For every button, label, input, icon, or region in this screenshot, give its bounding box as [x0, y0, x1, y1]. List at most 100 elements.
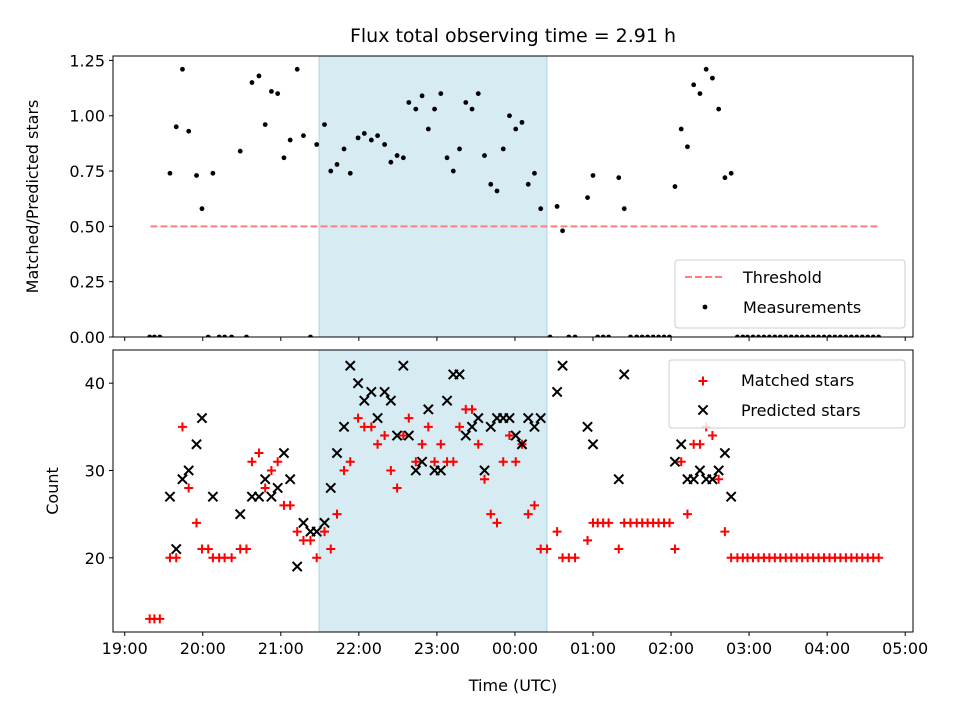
- measurement-point: [157, 334, 163, 337]
- matched-stars-point: [720, 527, 730, 537]
- measurement-point: [237, 148, 243, 154]
- predicted-stars-point: [454, 369, 465, 380]
- predicted-stars-point: [372, 412, 383, 424]
- matched-stars-point: [467, 404, 477, 414]
- predicted-stars-point: [719, 447, 731, 459]
- matched-stars-point: [398, 431, 408, 441]
- matched-stars-point: [411, 457, 421, 467]
- matched-stars-point: [714, 474, 724, 484]
- measurement-point: [382, 142, 388, 147]
- measurement-point: [249, 80, 255, 85]
- measurement-point: [865, 334, 871, 337]
- legend-box: [668, 359, 906, 429]
- bottom-panel: 20 30 40 19:00 20:00 21:00 22:00 23:00 00:00 01:0…: [43, 349, 928, 695]
- predicted-stars-point: [338, 421, 350, 433]
- xtick-label: 02:00: [648, 639, 694, 658]
- measurement-point: [766, 334, 772, 337]
- top-ytick-label: 1.25: [69, 51, 105, 70]
- measurement-point: [469, 106, 475, 112]
- measurement-point: [328, 168, 334, 174]
- measurement-point: [275, 91, 281, 97]
- predicted-stars-point: [435, 465, 447, 476]
- xtick-label: 04:00: [804, 639, 850, 658]
- predicted-stars-point: [183, 465, 195, 476]
- measurement-point: [532, 170, 537, 176]
- predicted-stars-point: [391, 430, 403, 441]
- measurement-point: [816, 334, 821, 337]
- measurement-point: [394, 153, 400, 158]
- predicted-stars-point: [529, 421, 540, 433]
- matched-stars-point: [695, 439, 705, 449]
- predicted-stars-point: [466, 421, 478, 433]
- legend-measurements-label: Measurements: [743, 298, 861, 317]
- measurement-point: [722, 175, 728, 181]
- measurement-point: [678, 126, 684, 132]
- matched-stars-point: [373, 439, 383, 449]
- measurement-point: [716, 106, 722, 112]
- predicted-stars-point: [298, 517, 309, 529]
- measurement-point: [180, 66, 185, 72]
- matched-stars-point: [523, 509, 533, 519]
- predicted-stars-point: [191, 438, 202, 450]
- measurement-point: [745, 334, 750, 337]
- top-data: [147, 66, 882, 337]
- measurement-point: [419, 93, 425, 99]
- matched-stars-point: [345, 457, 355, 467]
- matched-stars-point: [604, 518, 614, 528]
- matched-stars-point: [423, 422, 433, 432]
- measurement-point: [838, 334, 843, 337]
- measurement-point: [703, 66, 709, 72]
- measurement-point: [728, 170, 734, 176]
- predicted-stars-point: [618, 369, 630, 380]
- measurement-point: [661, 334, 667, 337]
- measurement-point: [347, 170, 353, 176]
- matched-stars-point: [664, 518, 674, 528]
- predicted-stars-point: [535, 412, 547, 424]
- matched-stars-point: [480, 474, 490, 484]
- measurement-point: [500, 146, 506, 152]
- predicted-stars-point: [582, 421, 593, 433]
- top-ytick-label: 0.00: [69, 328, 105, 347]
- measurement-point: [691, 82, 697, 88]
- measurement-point: [494, 188, 500, 194]
- measurement-point: [843, 334, 849, 337]
- measurement-point: [488, 181, 494, 187]
- top-legend: Threshold Measurements: [674, 259, 906, 329]
- matched-stars-point: [404, 413, 414, 423]
- predicted-stars-point: [344, 360, 356, 372]
- matched-stars-point: [430, 457, 440, 467]
- predicted-stars-point: [331, 447, 343, 459]
- measurement-point: [672, 184, 678, 189]
- measurement-point: [262, 122, 268, 127]
- measurement-point: [341, 146, 347, 152]
- measurement-point: [854, 334, 860, 337]
- measurement-point: [406, 100, 412, 105]
- measurement-point: [334, 162, 340, 167]
- predicted-stars-point: [207, 491, 219, 502]
- top-axes-frame: [112, 55, 914, 338]
- matched-stars-point: [682, 509, 692, 519]
- predicted-stars-point: [398, 360, 409, 372]
- predicted-stars-point: [587, 438, 599, 450]
- measurement-point: [832, 334, 838, 337]
- measurement-point: [507, 113, 512, 119]
- bottom-axes-frame: [112, 349, 914, 633]
- measurement-point: [463, 100, 469, 105]
- measurement-point: [513, 126, 519, 132]
- measurement-point: [314, 142, 320, 147]
- predicted-stars-point: [319, 517, 330, 529]
- top-ytick-label: 0.50: [69, 217, 105, 236]
- predicted-stars-point: [379, 386, 390, 398]
- matched-stars-point: [614, 544, 624, 554]
- measurement-point: [685, 144, 690, 150]
- measurement-point: [566, 334, 572, 337]
- measurement-point: [560, 228, 565, 234]
- top-ylabel: Matched/Predicted stars: [23, 100, 42, 294]
- measurement-point: [590, 173, 596, 178]
- measurement-point: [585, 195, 590, 201]
- matched-stars-point: [455, 422, 465, 432]
- measurement-point: [650, 334, 656, 337]
- measurement-point: [710, 75, 715, 81]
- measurement-point: [777, 334, 783, 337]
